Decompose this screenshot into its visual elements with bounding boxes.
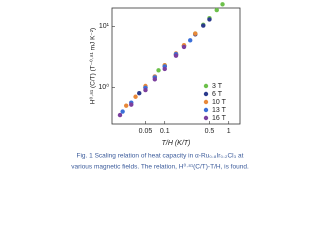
data-point [201, 23, 206, 28]
x-tick-label: 0.05 [139, 128, 153, 135]
legend-marker [203, 91, 209, 97]
data-point [207, 17, 212, 22]
legend-label: 3 T [212, 83, 223, 90]
legend-label: 10 T [212, 99, 227, 106]
data-point [137, 91, 142, 96]
data-point [193, 31, 198, 36]
caption-line: various magnetic fields. The relation, H… [71, 163, 249, 171]
data-point [181, 44, 187, 50]
data-point [143, 87, 148, 93]
data-point [214, 7, 219, 13]
data-point [187, 38, 193, 43]
plot-frame [111, 7, 241, 125]
y-axis-label: H⁰·⁸¹ (C/T) (T⁻⁰·⁸¹ mJ K⁻²) [89, 28, 97, 104]
legend-marker [203, 99, 209, 105]
data-point [120, 109, 125, 114]
y-tick-label: 10⁰ [98, 83, 109, 91]
data-point [117, 112, 123, 118]
legend-marker [203, 83, 209, 89]
data-point [152, 77, 158, 82]
data-point [129, 102, 134, 107]
data-point [123, 103, 129, 108]
legend-marker [203, 107, 209, 113]
x-tick-label: 0.5 [205, 128, 215, 135]
figure: T/H (K/T) H⁰·⁸¹ (C/T) (T⁻⁰·⁸¹ mJ K⁻²) Fi… [71, 2, 249, 171]
legend-marker [203, 115, 209, 121]
legend-label: 6 T [212, 91, 223, 98]
legend-label: 13 T [212, 107, 227, 114]
data-point [173, 53, 179, 58]
data-point [220, 2, 225, 7]
x-tick-label: 0.1 [160, 128, 170, 135]
legend-label: 16 T [212, 115, 227, 122]
caption-line: Fig. 1 Scaling relation of heat capacity… [77, 153, 244, 160]
y-tick-label: 10¹ [99, 23, 110, 30]
data-point [162, 66, 167, 72]
x-tick-label: 1 [227, 128, 231, 135]
data-point [156, 68, 161, 73]
x-axis-label: T/H (K/T) [162, 140, 191, 147]
data-point [133, 94, 138, 99]
